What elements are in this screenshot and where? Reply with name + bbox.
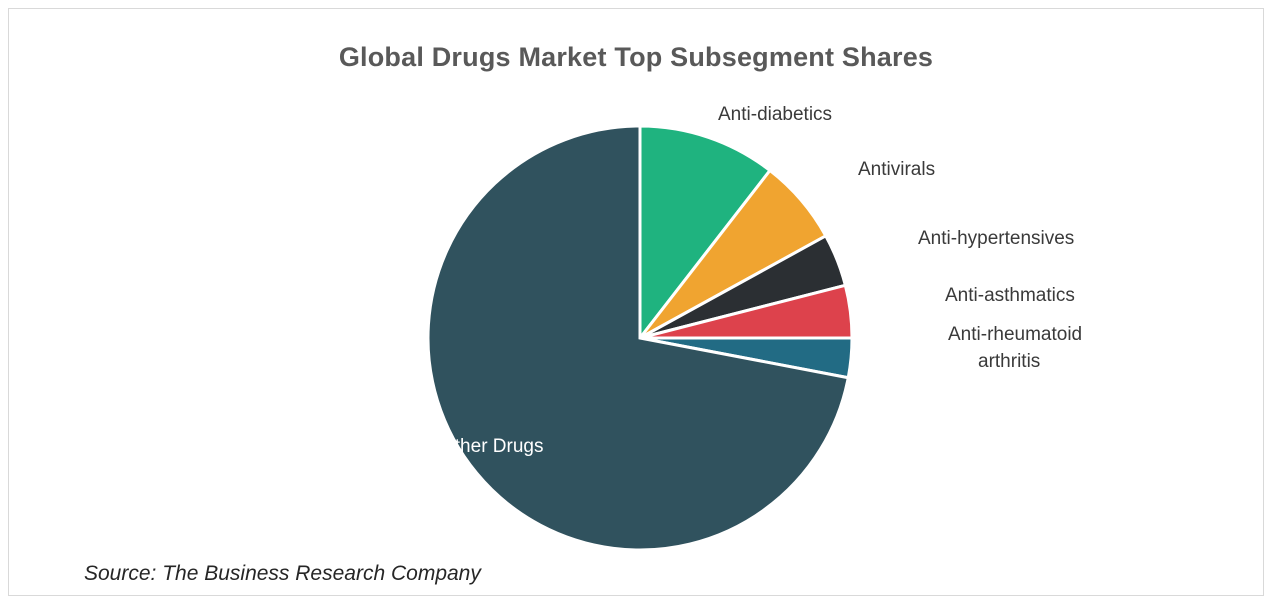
pie-slice-other-drugs (426, 124, 850, 552)
slice-label-anti-hypertensives: Anti-hypertensives (918, 228, 1074, 249)
slice-label-anti-asthmatics: Anti-asthmatics (945, 285, 1075, 306)
chart-title: Global Drugs Market Top Subsegment Share… (338, 42, 934, 72)
slice-label-other-drugs: Other Drugs (440, 436, 543, 457)
pie-slices (426, 124, 854, 552)
pie-slice-anti-diabetics (638, 124, 773, 343)
pie-labels: Anti-diabetics Antivirals Anti-hypertensiv… (440, 104, 1082, 457)
source-note: Source: The Business Research Company (84, 562, 481, 585)
slice-label-antivirals: Antivirals (858, 159, 935, 180)
slice-label-anti-diabetics: Anti-diabetics (718, 104, 832, 125)
slice-label-anti-rheumatoid-arthritis: Anti-rheumatoid arthritis (948, 324, 1082, 372)
